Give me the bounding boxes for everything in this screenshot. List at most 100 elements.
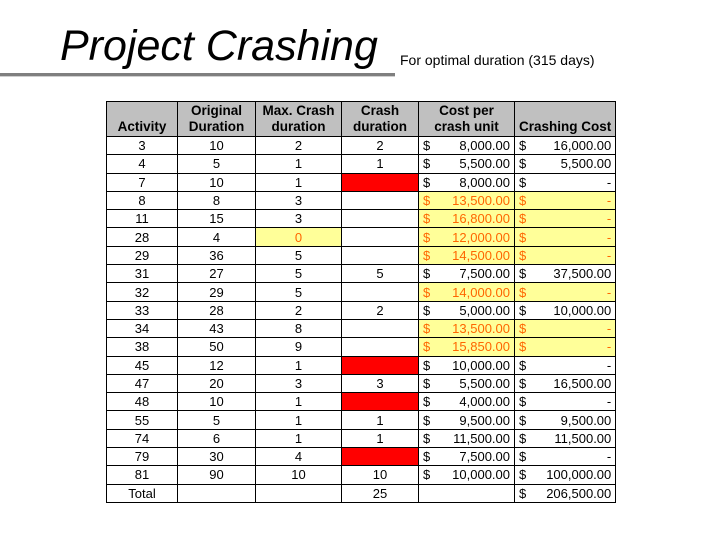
money-value: $ - xyxy=(519,394,611,409)
crashing-cost-cell: $ - xyxy=(513,190,617,211)
amount: 5,500.00 xyxy=(459,156,510,172)
amount: 11,500.00 xyxy=(554,430,612,446)
original-duration-cell: 28 xyxy=(177,300,256,320)
money-value: $10,000.00 xyxy=(423,358,510,373)
table-row: 32 29 5 $14,000.00 $ - xyxy=(106,282,617,302)
currency-symbol: $ xyxy=(519,321,527,337)
cost-per-unit-cell: $14,500.00 xyxy=(418,245,515,266)
header-line: Duration xyxy=(188,119,245,134)
currency-symbol: $ xyxy=(519,247,527,263)
crash-duration-cell xyxy=(341,337,419,357)
amount: - xyxy=(606,321,612,337)
money-value: $9,500.00 xyxy=(519,413,611,428)
money-value: $ - xyxy=(519,358,611,373)
currency-symbol: $ xyxy=(519,138,527,154)
total-crash-duration: 25 xyxy=(341,483,419,503)
amount: 7,500.00 xyxy=(459,266,510,282)
cost-per-unit-cell: $4,000.00 xyxy=(418,392,515,412)
crashing-cost-cell: $ - xyxy=(513,355,617,375)
total-crashing-cost: $206,500.00 xyxy=(513,483,617,503)
max-crash-cell: 1 xyxy=(255,410,342,430)
money-value: $8,000.00 xyxy=(423,138,510,153)
original-duration-cell: 4 xyxy=(177,227,256,247)
header-line: crash unit xyxy=(434,119,499,134)
currency-symbol: $ xyxy=(423,430,431,446)
header-max-crash-duration: Max. Crash duration xyxy=(255,101,342,137)
crash-duration-cell xyxy=(341,245,419,266)
activity-cell: 74 xyxy=(106,428,178,449)
amount: 8,000.00 xyxy=(459,174,510,190)
amount: 12,000.00 xyxy=(452,229,510,245)
cost-per-unit-cell: $10,000.00 xyxy=(418,355,515,375)
original-duration-cell: 43 xyxy=(177,318,256,339)
original-duration-cell: 10 xyxy=(177,172,256,192)
table-row: 29 36 5 $14,500.00 $ - xyxy=(106,245,617,266)
header-activity: Activity xyxy=(106,101,178,137)
table-row: 47 20 3 3 $5,500.00 $16,500.00 xyxy=(106,373,617,394)
currency-symbol: $ xyxy=(519,357,527,373)
crash-duration-cell xyxy=(341,190,419,211)
currency-symbol: $ xyxy=(423,174,431,190)
money-value: $5,500.00 xyxy=(423,156,510,171)
crash-duration-cell: 5 xyxy=(341,264,419,284)
total-row: Total 25 $206,500.00 xyxy=(106,483,617,503)
crashing-cost-cell: $ - xyxy=(513,318,617,339)
original-duration-cell: 30 xyxy=(177,447,256,467)
crashing-table: Activity Original Duration Max. Crash durati… xyxy=(106,101,617,503)
table-row: 45 12 1 $10,000.00 $ - xyxy=(106,355,617,375)
currency-symbol: $ xyxy=(423,357,431,373)
activity-cell: 81 xyxy=(106,465,178,485)
money-value: $4,000.00 xyxy=(423,394,510,409)
table-row: 31 27 5 5 $7,500.00 $37,500.00 xyxy=(106,264,617,284)
money-value: $ - xyxy=(519,193,611,208)
currency-symbol: $ xyxy=(423,339,431,355)
crash-duration-cell: 1 xyxy=(341,410,419,430)
header-line: Original xyxy=(190,103,242,118)
cost-per-unit-cell: $8,000.00 xyxy=(418,172,515,192)
table-row: 74 6 1 1 $11,500.00 $11,500.00 xyxy=(106,428,617,449)
currency-symbol: $ xyxy=(519,412,527,428)
original-duration-cell: 5 xyxy=(177,154,256,174)
activity-cell: 7 xyxy=(106,172,178,192)
table-row: 55 5 1 1 $9,500.00 $9,500.00 xyxy=(106,410,617,430)
table-row: 38 50 9 $15,850.00 $ - xyxy=(106,337,617,357)
currency-symbol: $ xyxy=(423,376,431,391)
header-line: Crash xyxy=(360,103,400,118)
money-value: $8,000.00 xyxy=(423,175,510,190)
currency-symbol: $ xyxy=(519,376,527,391)
amount: 10,000.00 xyxy=(452,357,510,373)
max-crash-cell: 1 xyxy=(255,172,342,192)
crashing-cost-cell: $ - xyxy=(513,227,617,247)
table-body: 3 10 2 2 $8,000.00 $16,000.00 4 5 1 1 $5,500.00 $5,… xyxy=(106,135,617,503)
max-crash-cell: 9 xyxy=(255,337,342,357)
money-value: $206,500.00 xyxy=(519,486,611,501)
money-value: $ - xyxy=(519,285,611,300)
activity-cell: 32 xyxy=(106,282,178,302)
money-value: $16,000.00 xyxy=(519,138,611,153)
currency-symbol: $ xyxy=(519,467,527,483)
max-crash-cell: 2 xyxy=(255,300,342,320)
max-crash-cell: 5 xyxy=(255,264,342,284)
total-empty xyxy=(418,483,515,503)
max-crash-cell: 0 xyxy=(255,227,342,247)
activity-cell: 48 xyxy=(106,392,178,412)
original-duration-cell: 29 xyxy=(177,282,256,302)
currency-symbol: $ xyxy=(423,412,431,428)
currency-symbol: $ xyxy=(423,394,431,410)
amount: 13,500.00 xyxy=(452,321,510,337)
crashing-cost-cell: $9,500.00 xyxy=(513,410,617,430)
total-empty xyxy=(177,483,256,503)
cost-per-unit-cell: $8,000.00 xyxy=(418,135,515,156)
currency-symbol: $ xyxy=(519,266,527,282)
money-value: $13,500.00 xyxy=(423,321,510,336)
currency-symbol: $ xyxy=(423,156,431,172)
max-crash-cell: 1 xyxy=(255,154,342,174)
amount: 9,500.00 xyxy=(459,412,510,428)
money-value: $ - xyxy=(519,339,611,354)
crashing-cost-cell: $ - xyxy=(513,172,617,192)
activity-cell: 38 xyxy=(106,337,178,357)
amount: 15,850.00 xyxy=(452,339,510,355)
cost-per-unit-cell: $12,000.00 xyxy=(418,227,515,247)
max-crash-cell: 2 xyxy=(255,135,342,156)
amount: 9,500.00 xyxy=(560,412,612,428)
